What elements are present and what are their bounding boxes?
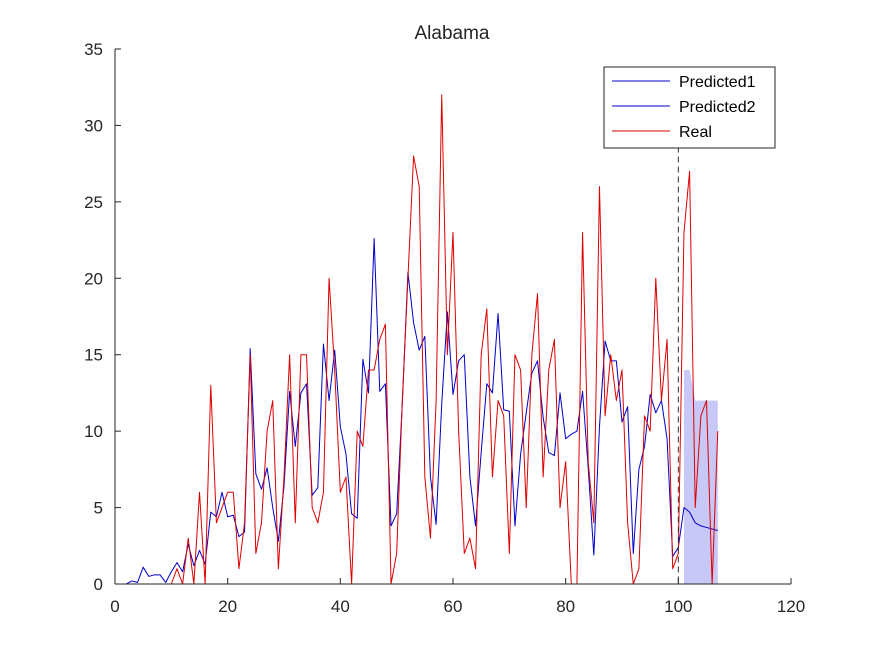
series-line-real — [120, 94, 719, 585]
confidence-band — [683, 370, 718, 584]
y-tick-label: 30 — [84, 116, 103, 135]
x-tick-label: 20 — [218, 597, 237, 616]
legend-label-predicted1: Predicted1 — [679, 74, 756, 91]
y-tick-label: 25 — [84, 193, 103, 212]
y-tick-label: 20 — [84, 269, 103, 288]
y-tick-label: 15 — [84, 346, 103, 365]
series-line-predicted1 — [120, 238, 679, 585]
x-tick-label: 100 — [664, 597, 692, 616]
chart-title: Alabama — [415, 23, 490, 44]
series-line-predicted2 — [677, 507, 718, 548]
legend: Predicted1 Predicted2 Real — [603, 66, 776, 149]
x-tick-label: 80 — [556, 597, 575, 616]
y-tick-label: 5 — [94, 499, 103, 518]
y-tick-label: 0 — [94, 575, 103, 594]
x-tick-label: 120 — [777, 597, 805, 616]
y-tick-label: 35 — [84, 40, 103, 59]
series-layer — [120, 86, 719, 585]
axes-layer: 0 20 40 60 80 100 120 0 5 10 15 20 25 30 35 — [84, 40, 805, 616]
legend-label-predicted2: Predicted2 — [679, 99, 756, 116]
x-tick-label: 60 — [444, 597, 463, 616]
confidence-band-layer — [683, 370, 718, 584]
legend-label-real: Real — [679, 124, 712, 141]
x-tick-label: 40 — [331, 597, 350, 616]
x-tick-label: 0 — [110, 597, 119, 616]
y-tick-label: 10 — [84, 422, 103, 441]
